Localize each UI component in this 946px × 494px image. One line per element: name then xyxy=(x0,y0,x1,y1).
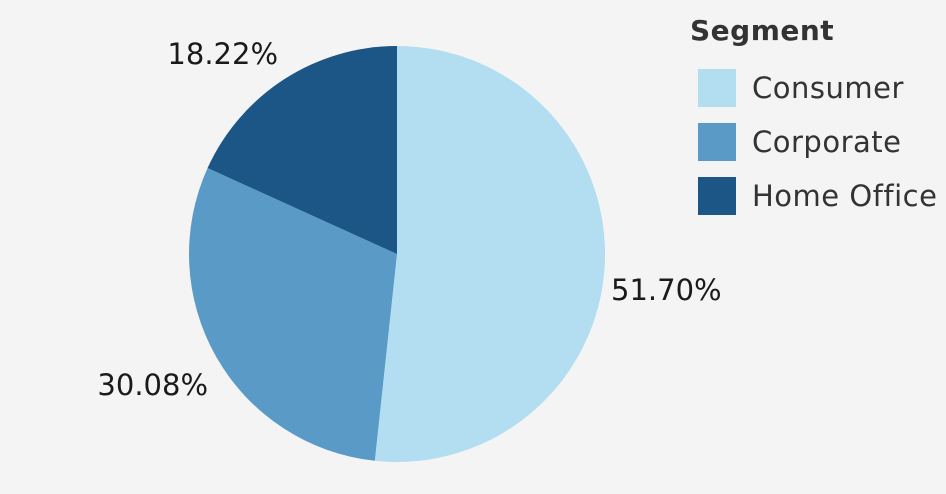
slice-label-consumer: 51.70% xyxy=(611,273,722,307)
pie-slice-home-office[interactable] xyxy=(207,46,397,254)
slice-label-home-office: 18.22% xyxy=(167,37,278,71)
legend-label-home-office: Home Office xyxy=(752,179,938,213)
legend-item-consumer[interactable]: Consumer xyxy=(690,61,937,115)
legend-item-corporate[interactable]: Corporate xyxy=(690,115,937,169)
legend-swatch-consumer xyxy=(698,69,736,107)
pie-slice-corporate[interactable] xyxy=(189,168,397,461)
legend-label-corporate: Corporate xyxy=(752,125,902,159)
slice-label-corporate: 30.08% xyxy=(97,368,208,402)
legend-swatch-home-office xyxy=(698,177,736,215)
pie-labels: 51.70% 30.08% 18.22% xyxy=(97,37,721,402)
legend-label-consumer: Consumer xyxy=(752,71,904,105)
legend: Segment Consumer Corporate Home Office xyxy=(690,14,937,223)
legend-item-home-office[interactable]: Home Office xyxy=(690,169,937,223)
pie-slices xyxy=(189,45,606,462)
legend-swatch-corporate xyxy=(698,123,736,161)
legend-title: Segment xyxy=(690,14,835,47)
pie-slice-consumer[interactable] xyxy=(374,45,606,462)
